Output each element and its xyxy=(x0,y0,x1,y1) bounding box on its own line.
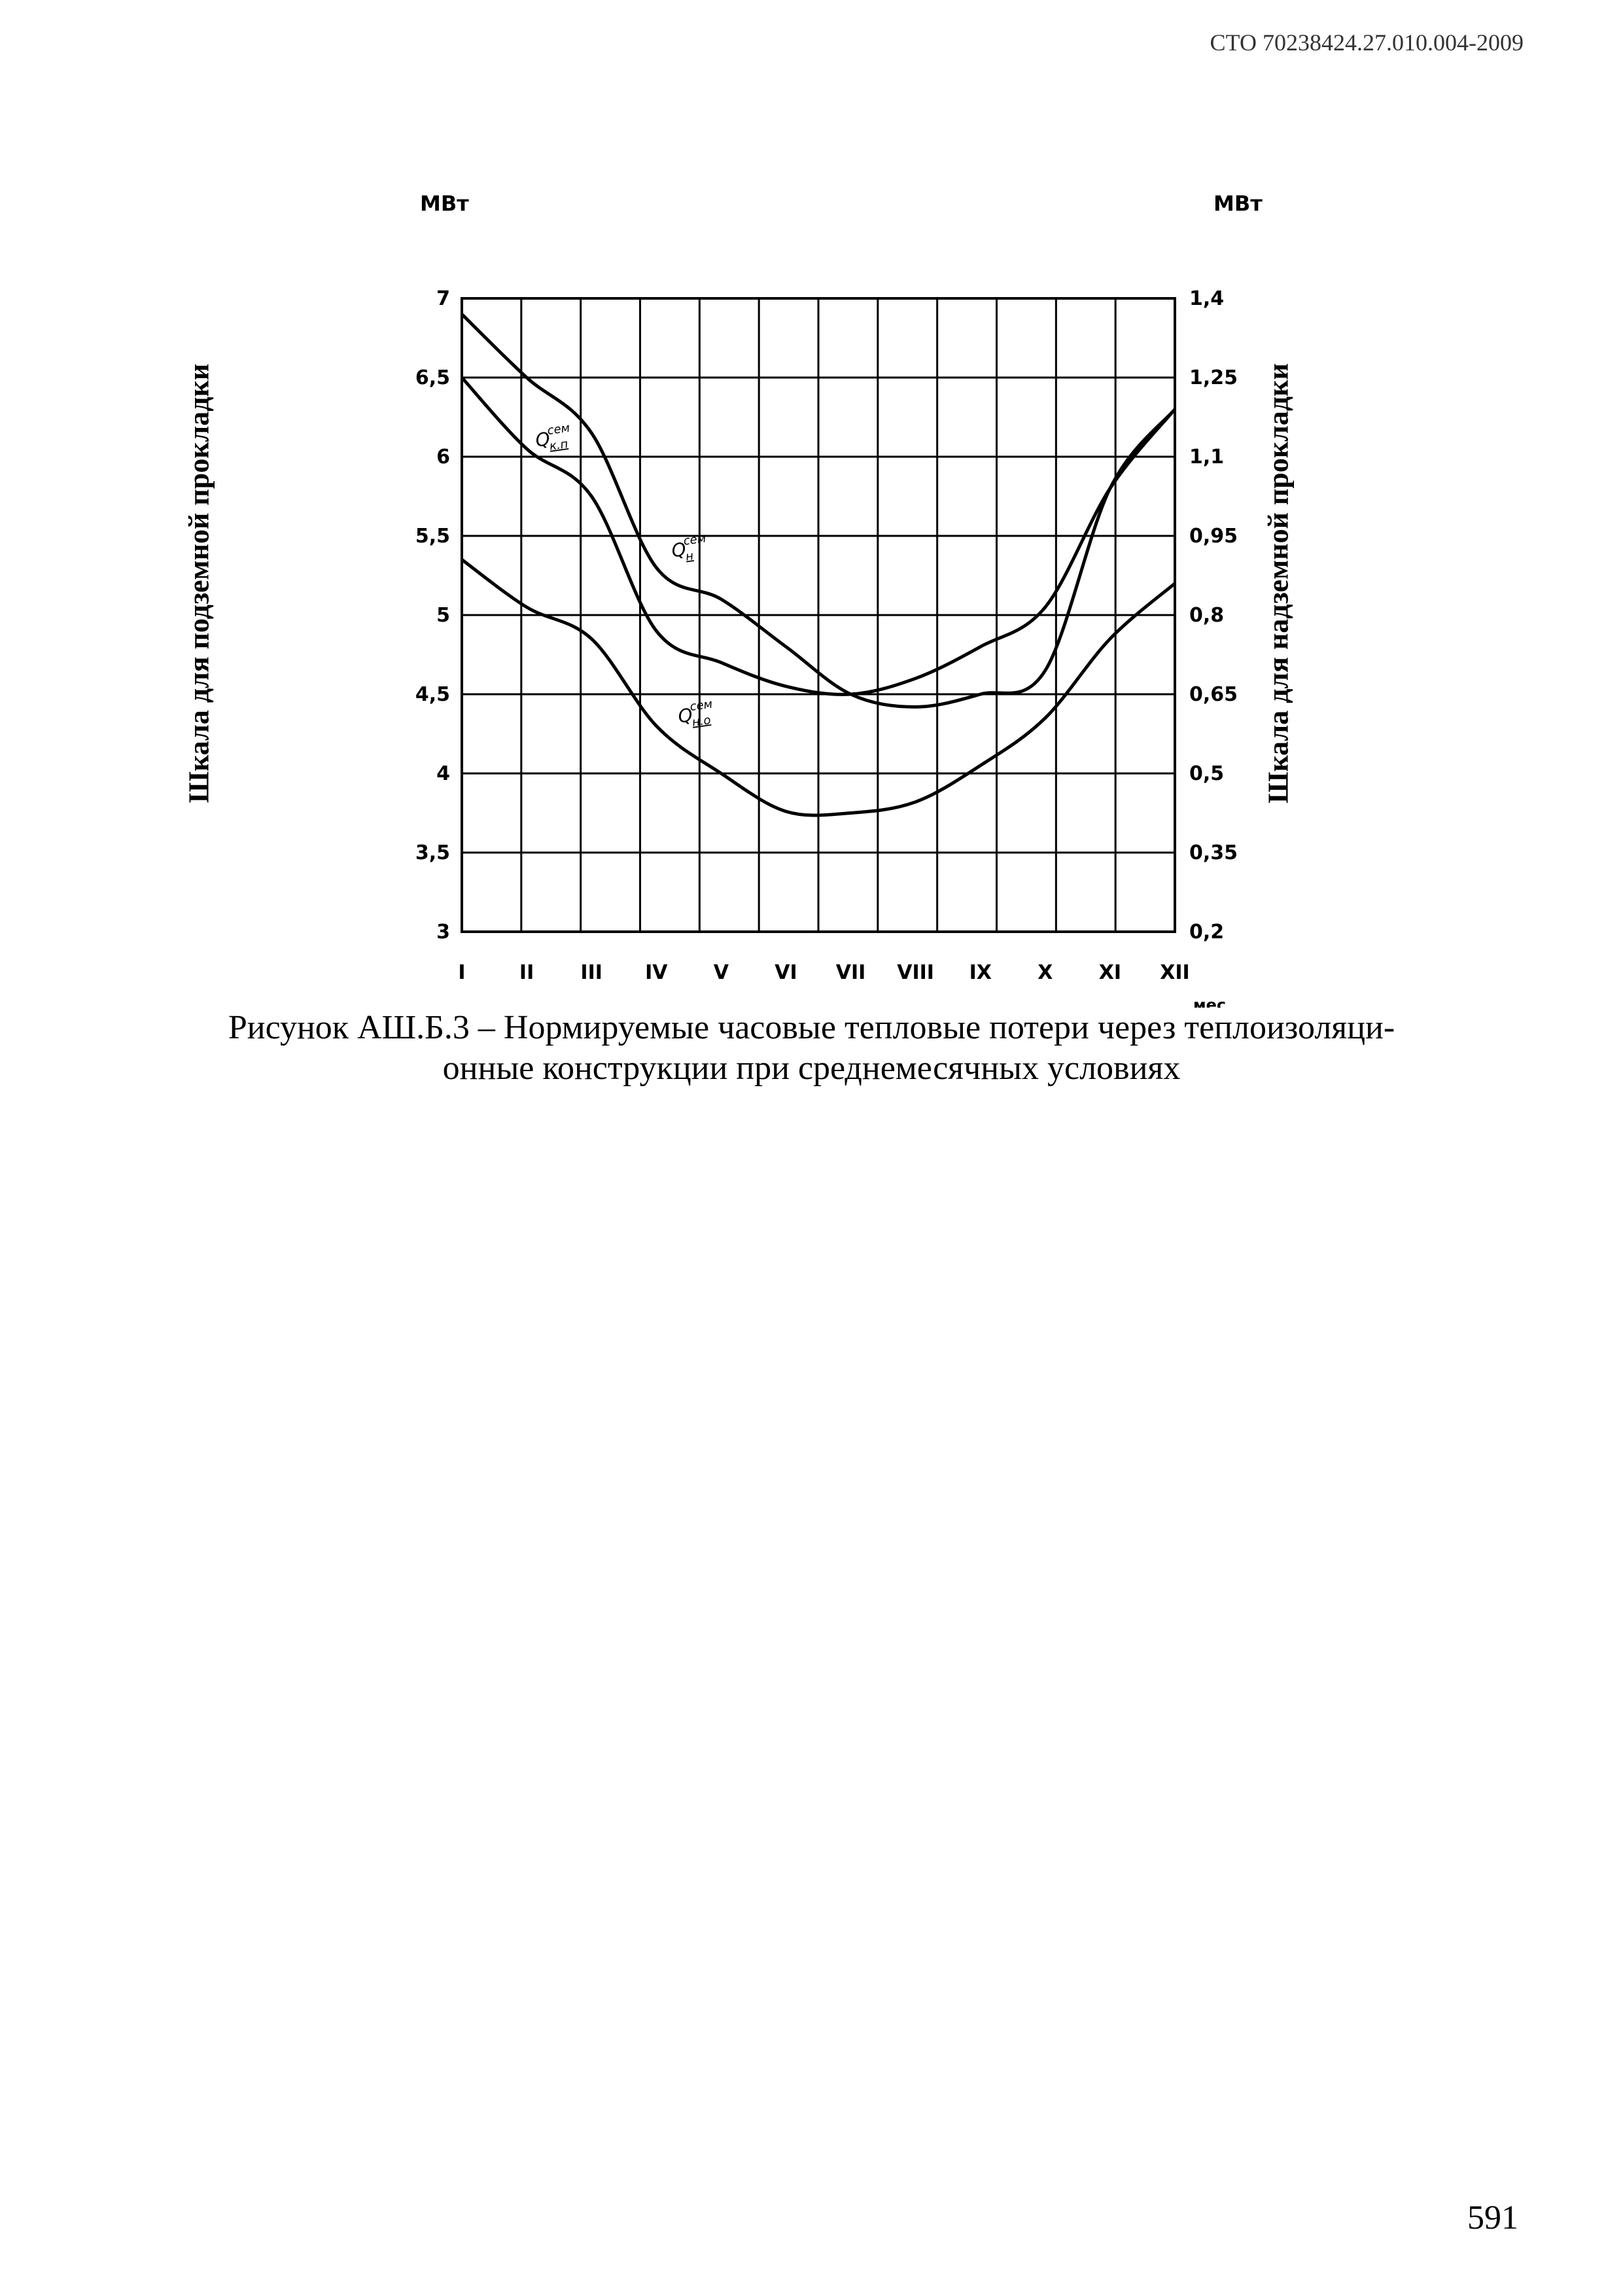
right-axis-unit: МВт xyxy=(1213,191,1263,216)
month-tick-label: V xyxy=(714,961,729,984)
series-label-symbol: Q xyxy=(670,539,687,562)
left-tick-label: 5 xyxy=(436,604,450,627)
right-tick-label: 1,25 xyxy=(1189,366,1238,389)
series-line-q-no xyxy=(461,558,1176,817)
series-label-superscript: сем xyxy=(546,421,570,438)
month-tick-label: VI xyxy=(775,961,797,984)
series-label-subscript: н xyxy=(685,549,695,563)
month-tick-label: XI xyxy=(1099,961,1121,984)
left-tick-label: 3 xyxy=(436,921,450,944)
right-tick-label: 0,8 xyxy=(1189,604,1224,627)
left-tick-label: 6 xyxy=(436,446,450,468)
series-label-symbol: Q xyxy=(534,428,551,451)
month-tick-label: III xyxy=(580,961,602,984)
page-number: 591 xyxy=(1467,2199,1518,2236)
series-label-superscript: сем xyxy=(682,531,707,548)
month-tick-label: X xyxy=(1038,961,1053,984)
left-tick-label: 5,5 xyxy=(415,525,450,548)
series-label-subscript: н.о xyxy=(691,713,712,730)
document-code: СТО 70238424.27.010.004-2009 xyxy=(1210,29,1524,56)
right-tick-label: 0,2 xyxy=(1189,921,1224,944)
right-tick-label: 0,35 xyxy=(1189,841,1238,864)
left-axis-unit: МВт xyxy=(420,191,469,216)
series-label-superscript: сем xyxy=(689,698,713,715)
x-axis-unit: мес xyxy=(1193,996,1226,1008)
left-tick-label: 4 xyxy=(436,762,450,785)
left-tick-label: 4,5 xyxy=(415,683,450,706)
plot-frame xyxy=(461,297,1176,933)
month-tick-label: IV xyxy=(645,961,668,984)
series-label-subscript: к.п xyxy=(549,437,569,453)
series-line-q-kp xyxy=(461,376,1176,696)
month-tick-label: IX xyxy=(969,961,992,984)
right-tick-label: 1,4 xyxy=(1189,287,1224,310)
right-tick-label: 0,95 xyxy=(1189,525,1238,548)
month-tick-label: VII xyxy=(836,961,866,984)
left-tick-label: 3,5 xyxy=(415,841,450,864)
month-tick-label: II xyxy=(519,961,534,984)
left-tick-label: 6,5 xyxy=(415,366,450,389)
series-line-q-n xyxy=(461,313,1176,709)
right-tick-label: 0,5 xyxy=(1189,762,1224,785)
caption-line-1: Рисунок АШ.Б.3 – Нормируемые часовые теп… xyxy=(228,1009,1395,1046)
left-tick-label: 7 xyxy=(436,287,450,310)
right-tick-label: 1,1 xyxy=(1189,446,1224,468)
heat-loss-chart: 3 3,5 4 4,5 5 5,5 6 6,5 7 0,2 0,35 0,5 0,65 0,8 0,95 1,… xyxy=(415,287,1238,1008)
caption-line-2: онные конструкции при среднемесячных усл… xyxy=(442,1050,1181,1087)
month-tick-label: XII xyxy=(1160,961,1189,984)
month-tick-label: VIII xyxy=(897,961,934,984)
right-tick-label: 0,65 xyxy=(1189,683,1238,706)
month-tick-label: I xyxy=(458,961,465,984)
figure-caption: Рисунок АШ.Б.3 – Нормируемые часовые теп… xyxy=(105,1008,1518,1089)
series-label-symbol: Q xyxy=(676,704,693,728)
